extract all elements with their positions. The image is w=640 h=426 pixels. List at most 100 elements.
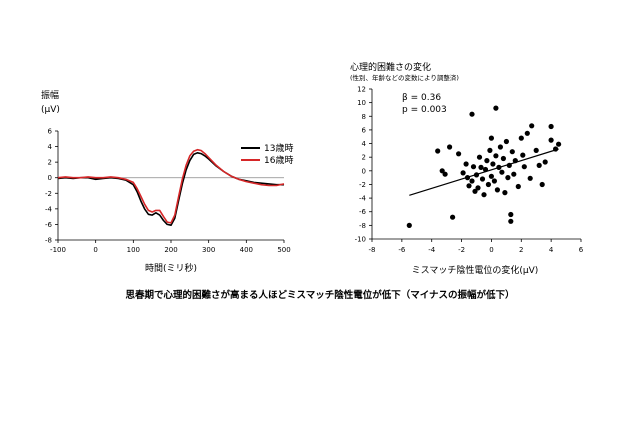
scatter-point: [487, 147, 493, 153]
scatter-point: [435, 148, 441, 154]
scatter-point: [456, 151, 462, 157]
scatter-point: [484, 158, 490, 164]
scatter-xtick-label: 2: [519, 246, 523, 254]
scatter-point: [505, 175, 511, 181]
scatter-point: [470, 164, 477, 170]
scatter-points: [406, 105, 562, 228]
scatter-ytick-label: 0: [362, 167, 366, 175]
scatter-ytick-label: -8: [359, 222, 366, 230]
scatter-point: [463, 161, 469, 167]
scatter-point: [533, 147, 539, 153]
scatter-xtick-label: 0: [489, 246, 493, 254]
erp-xtick-label: 500: [277, 246, 290, 254]
scatter-point: [542, 159, 548, 165]
scatter-point: [469, 111, 475, 117]
scatter-point: [472, 188, 478, 194]
scatter-point: [466, 183, 472, 189]
scatter-point: [548, 123, 554, 130]
legend-label-16: 16歳時: [264, 154, 293, 166]
scatter-point: [536, 162, 542, 168]
erp-series-16: [57, 148, 285, 224]
erp-ylabel-line2: (μV): [41, 105, 60, 115]
erp-xtick-label: 400: [240, 246, 253, 254]
scatter-point: [529, 123, 535, 129]
scatter-point: [469, 178, 475, 184]
scatter-title: 心理的困難さの変化: [350, 61, 431, 73]
scatter-point: [539, 181, 545, 188]
scatter-point: [509, 149, 515, 155]
scatter-ytick-label: -4: [359, 195, 367, 203]
erp-xtick-label: 300: [202, 246, 215, 254]
figure-caption: 思春期で心理的困難さが高まる人ほどミスマッチ陰性電位が低下（マイナスの振幅が低下…: [125, 289, 514, 301]
erp-xtick-label: 0: [93, 246, 97, 254]
erp-ytick-label: -2: [45, 190, 52, 198]
scatter-point: [556, 141, 562, 147]
erp-xtick-label: 200: [164, 246, 177, 254]
scatter-point: [485, 181, 491, 188]
scatter-point: [500, 155, 506, 162]
scatter-ytick-label: 10: [357, 99, 366, 107]
scatter-point: [475, 185, 481, 191]
scatter-fit-line: [409, 148, 559, 196]
scatter-xtick-label: 4: [549, 246, 554, 254]
scatter-xtick-label: -6: [398, 246, 406, 254]
scatter-subtitle: (性別、年齢などの変数により調整済): [350, 73, 459, 82]
scatter-point: [524, 130, 530, 136]
scatter-point: [460, 170, 466, 176]
regression-line: [409, 148, 559, 196]
scatter-ytick-label: 4: [362, 140, 367, 148]
scatter-ytick-label: 12: [357, 86, 366, 94]
scatter-point: [442, 171, 448, 177]
scatter-point: [503, 138, 509, 145]
scatter-point: [494, 187, 500, 193]
scatter-point: [488, 173, 494, 179]
scatter-point: [406, 222, 412, 228]
legend-label-13: 13歳時: [264, 142, 293, 154]
scatter-xlabel: ミスマッチ陰性電位の変化(μV): [412, 264, 539, 276]
scatter-point: [481, 192, 487, 198]
scatter-point: [499, 169, 505, 175]
scatter-ytick-label: 6: [362, 126, 367, 134]
scatter-point: [490, 161, 496, 167]
erp-series-13: [57, 152, 284, 226]
scatter-ytick-label: -6: [359, 208, 367, 216]
scatter-point: [548, 137, 554, 143]
scatter-point: [497, 144, 503, 150]
scatter-ytick-label: 8: [362, 113, 366, 121]
erp-ytick-label: -6: [45, 221, 53, 229]
scatter-ytick-label: 2: [362, 154, 366, 162]
scatter-point: [511, 171, 517, 177]
scatter-point: [520, 152, 526, 158]
scatter-point: [488, 135, 494, 141]
erp-series-lines: [57, 148, 285, 226]
scatter-point: [450, 214, 456, 220]
erp-legend: 13歳時 16歳時: [241, 142, 293, 166]
scatter-chart: 心理的困難さの変化 (性別、年齢などの変数により調整済) 12 10 8 6 4 2 0 -2…: [350, 61, 584, 276]
scatter-point: [518, 135, 524, 141]
scatter-point: [502, 190, 508, 196]
scatter-xtick-label: 6: [579, 246, 584, 254]
erp-ytick-label: -4: [45, 205, 53, 213]
scatter-point: [508, 211, 514, 218]
annotation-p: p = 0.003: [402, 105, 447, 115]
scatter-point: [515, 183, 521, 190]
scatter-xtick-label: -8: [369, 246, 376, 254]
scatter-point: [478, 164, 484, 170]
erp-chart: 振幅 (μV) 6 4 2 0 -2 -4 -6 -8-100 0 100 200 300 400 500…: [41, 89, 293, 274]
erp-ytick-label: 4: [48, 143, 53, 151]
scatter-point: [493, 153, 499, 159]
scatter-point: [521, 164, 527, 170]
erp-ytick-label: 6: [48, 128, 53, 136]
scatter-ytick-label: -2: [359, 181, 366, 189]
scatter-xtick-label: -2: [458, 246, 465, 254]
scatter-point: [476, 154, 483, 160]
erp-xtick-label: -100: [50, 246, 66, 254]
scatter-point: [493, 105, 499, 111]
erp-xtick-label: 100: [127, 246, 140, 254]
scatter-point: [447, 144, 453, 150]
annotation-beta: β = 0.36: [402, 93, 441, 103]
erp-ytick-label: -8: [45, 237, 52, 245]
scatter-point: [479, 176, 486, 182]
erp-axes: 6 4 2 0 -2 -4 -6 -8-100 0 100 200 300 400 500: [45, 128, 291, 255]
